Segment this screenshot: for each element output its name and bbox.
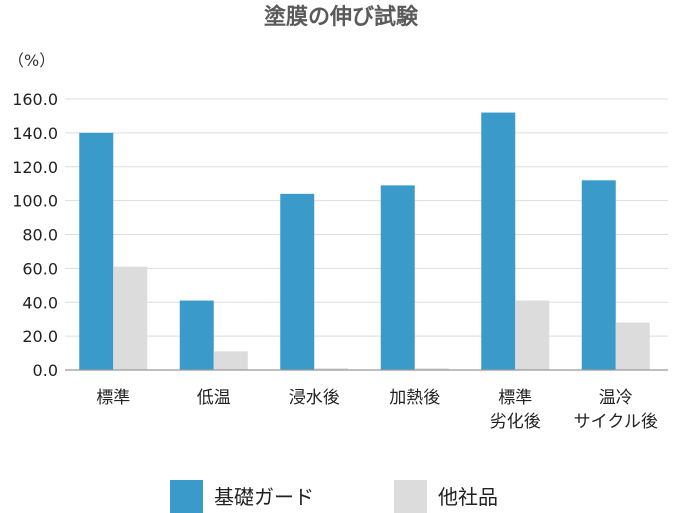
- bar-series-2: [113, 266, 148, 370]
- category-label: 加熱後: [389, 388, 440, 408]
- y-tick-label: 80.0: [22, 226, 58, 245]
- bar-series-1: [179, 300, 214, 370]
- y-tick-label: 140.0: [12, 124, 58, 143]
- category-label: 低温: [197, 388, 231, 408]
- legend-swatch: [394, 480, 427, 513]
- bar-series-2: [314, 368, 349, 370]
- y-tick-label: 120.0: [12, 158, 58, 177]
- category-label: 劣化後: [490, 412, 541, 432]
- category-label: サイクル後: [574, 412, 658, 432]
- bar-series-1: [280, 193, 315, 370]
- grid: [65, 98, 668, 337]
- legend-swatch: [170, 480, 203, 513]
- bar-series-1: [581, 180, 616, 370]
- legend-label: 基礎ガード: [214, 485, 314, 509]
- chart-title: 塗膜の伸び試験: [264, 4, 419, 30]
- y-axis-unit: （%）: [8, 51, 55, 70]
- bars: [79, 112, 650, 371]
- bar-series-2: [515, 300, 550, 370]
- y-tick-label: 60.0: [22, 259, 58, 278]
- bar-series-1: [79, 132, 114, 370]
- bar-series-1: [380, 185, 415, 370]
- category-label: 標準: [96, 388, 130, 408]
- y-tick-labels: 0.0 20.0 40.0 60.0 80.0 100.0 120.0 140.0 160.0: [12, 90, 58, 380]
- y-tick-label: 100.0: [12, 192, 58, 211]
- category-label: 温冷: [599, 388, 633, 408]
- category-label: 浸水後: [289, 388, 340, 408]
- bar-series-2: [615, 322, 650, 370]
- bar-series-1: [481, 112, 516, 371]
- legend-label: 他社品: [438, 485, 498, 509]
- y-tick-label: 160.0: [12, 90, 58, 109]
- bar-series-2: [414, 368, 449, 370]
- category-label: 標準: [498, 388, 532, 408]
- legend: 基礎ガード 他社品: [170, 480, 498, 513]
- y-tick-label: 0.0: [33, 361, 58, 380]
- bar-series-2: [213, 351, 248, 370]
- y-tick-label: 40.0: [22, 293, 58, 312]
- y-tick-label: 20.0: [22, 327, 58, 346]
